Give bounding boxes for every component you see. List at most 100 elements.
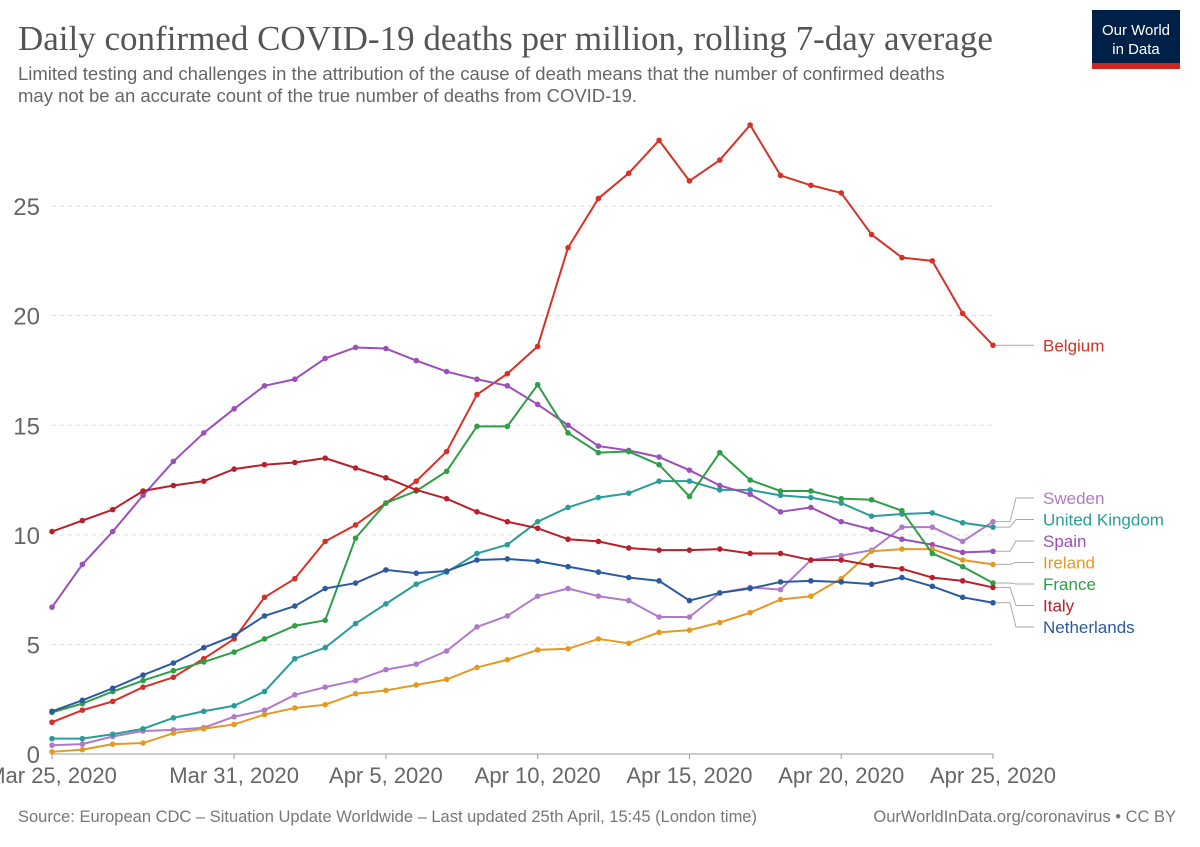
point-united-kingdom-3[interactable] (140, 725, 146, 732)
point-united-kingdom-19[interactable] (625, 490, 632, 496)
point-sweden-29[interactable] (929, 524, 936, 530)
point-belgium-17[interactable] (565, 244, 571, 251)
point-netherlands-3[interactable] (140, 672, 146, 678)
point-sweden-20[interactable] (656, 614, 662, 620)
point-france-29[interactable] (929, 550, 936, 557)
point-netherlands-22[interactable] (717, 590, 723, 596)
point-netherlands-31[interactable] (990, 599, 996, 606)
point-spain-21[interactable] (686, 467, 693, 473)
point-ireland-8[interactable] (292, 705, 298, 711)
point-united-kingdom-21[interactable] (686, 478, 693, 484)
line-united-kingdom[interactable] (52, 480, 994, 740)
point-netherlands-20[interactable] (656, 578, 662, 584)
point-sweden-24[interactable] (777, 586, 784, 593)
point-sweden-12[interactable] (413, 661, 420, 667)
point-netherlands-7[interactable] (261, 613, 268, 619)
point-italy-7[interactable] (261, 461, 268, 468)
point-netherlands-11[interactable] (383, 567, 389, 573)
point-united-kingdom-8[interactable] (292, 655, 298, 662)
point-spain-17[interactable] (565, 422, 571, 429)
point-belgium-7[interactable] (261, 594, 268, 601)
point-belgium-20[interactable] (656, 137, 662, 144)
point-belgium-10[interactable] (352, 522, 359, 528)
point-netherlands-26[interactable] (838, 579, 845, 585)
point-italy-15[interactable] (504, 518, 511, 525)
legend-item-spain[interactable]: Spain (996, 532, 1086, 552)
point-spain-2[interactable] (109, 528, 116, 535)
point-united-kingdom-4[interactable] (170, 715, 177, 721)
point-spain-20[interactable] (656, 454, 662, 460)
point-ireland-27[interactable] (868, 548, 875, 555)
point-france-8[interactable] (292, 622, 298, 629)
point-spain-6[interactable] (231, 406, 237, 412)
point-italy-3[interactable] (140, 488, 146, 494)
point-netherlands-2[interactable] (109, 685, 116, 692)
point-spain-9[interactable] (322, 355, 328, 362)
point-belgium-15[interactable] (504, 370, 511, 377)
point-sweden-7[interactable] (261, 707, 268, 713)
point-spain-12[interactable] (413, 357, 420, 364)
point-ireland-20[interactable] (656, 629, 662, 636)
line-netherlands[interactable] (51, 557, 994, 713)
point-belgium-2[interactable] (109, 698, 116, 705)
point-ireland-15[interactable] (504, 656, 511, 663)
point-france-23[interactable] (747, 477, 753, 483)
point-ireland-22[interactable] (717, 619, 723, 626)
point-ireland-18[interactable] (595, 636, 602, 642)
point-spain-18[interactable] (595, 443, 602, 449)
point-spain-30[interactable] (959, 549, 966, 556)
point-france-20[interactable] (656, 461, 662, 468)
point-sweden-31[interactable] (990, 518, 996, 525)
point-belgium-8[interactable] (292, 575, 298, 582)
point-netherlands-27[interactable] (868, 581, 875, 587)
point-france-27[interactable] (868, 496, 875, 503)
point-france-16[interactable] (534, 381, 541, 388)
point-netherlands-1[interactable] (79, 697, 86, 704)
point-italy-30[interactable] (959, 578, 966, 584)
point-france-14[interactable] (474, 423, 480, 430)
point-spain-5[interactable] (200, 430, 207, 436)
point-netherlands-10[interactable] (352, 580, 359, 586)
point-france-19[interactable] (625, 448, 632, 455)
point-ireland-11[interactable] (383, 687, 389, 694)
point-france-6[interactable] (231, 649, 237, 655)
point-netherlands-12[interactable] (413, 570, 420, 576)
point-spain-11[interactable] (383, 345, 389, 352)
point-spain-1[interactable] (79, 561, 86, 568)
point-ireland-0[interactable] (49, 749, 55, 755)
point-sweden-18[interactable] (595, 593, 602, 600)
point-italy-2[interactable] (109, 506, 116, 513)
point-spain-31[interactable] (990, 548, 996, 555)
point-ireland-24[interactable] (777, 596, 784, 603)
point-italy-10[interactable] (352, 465, 359, 471)
point-spain-22[interactable] (717, 482, 723, 489)
point-france-31[interactable] (990, 580, 996, 586)
point-united-kingdom-22[interactable] (717, 487, 723, 493)
point-france-26[interactable] (838, 495, 845, 502)
owid-logo[interactable]: Our World in Data (1092, 10, 1180, 69)
point-ireland-25[interactable] (808, 593, 814, 600)
point-united-kingdom-30[interactable] (959, 519, 966, 526)
point-united-kingdom-17[interactable] (565, 504, 571, 511)
point-ireland-28[interactable] (899, 546, 905, 552)
point-italy-29[interactable] (929, 574, 936, 581)
point-united-kingdom-7[interactable] (261, 688, 268, 695)
point-ireland-7[interactable] (261, 711, 268, 718)
point-france-15[interactable] (504, 423, 511, 430)
point-united-kingdom-26[interactable] (838, 500, 845, 506)
point-united-kingdom-27[interactable] (868, 513, 875, 520)
point-italy-20[interactable] (656, 547, 662, 553)
point-ireland-9[interactable] (322, 701, 328, 708)
point-netherlands-25[interactable] (808, 578, 814, 584)
point-united-kingdom-5[interactable] (200, 708, 207, 715)
point-spain-23[interactable] (747, 491, 753, 498)
point-united-kingdom-25[interactable] (808, 494, 814, 501)
point-belgium-31[interactable] (990, 342, 996, 349)
point-belgium-25[interactable] (808, 182, 814, 189)
point-spain-24[interactable] (777, 509, 784, 515)
point-united-kingdom-2[interactable] (109, 731, 116, 738)
point-belgium-23[interactable] (747, 122, 753, 128)
point-ireland-10[interactable] (352, 690, 359, 697)
point-sweden-26[interactable] (838, 552, 845, 559)
point-netherlands-0[interactable] (49, 708, 55, 715)
